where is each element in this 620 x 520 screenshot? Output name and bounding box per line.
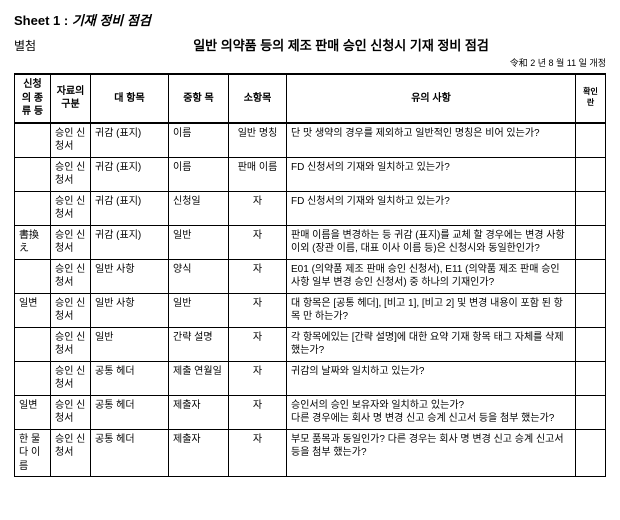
table-row: 일변승인 신청서공통 헤더제출자자승인서의 승인 보유자와 일치하고 있는가?다… xyxy=(15,395,606,429)
table-cell: 제출자 xyxy=(169,429,229,477)
table-cell xyxy=(15,259,51,293)
table-cell xyxy=(576,293,606,327)
col-header: 유의 사항 xyxy=(287,74,576,123)
table-row: 승인 신청서일반 사항양식자E01 (의약품 제조 판매 승인 신청서), E1… xyxy=(15,259,606,293)
table-row: 한 물 다 이름승인 신청서공통 헤더제출자자부모 품목과 동일인가? 다른 경… xyxy=(15,429,606,477)
header-left: 별첨 xyxy=(14,37,36,54)
table-cell xyxy=(576,395,606,429)
table-cell: 자 xyxy=(229,259,287,293)
table-cell: 제출자 xyxy=(169,395,229,429)
table-cell xyxy=(576,157,606,191)
table-cell: 승인 신청서 xyxy=(51,395,91,429)
table-cell: 귀감 (표지) xyxy=(91,157,169,191)
table-cell: 자 xyxy=(229,191,287,225)
table-cell: 일반 사항 xyxy=(91,259,169,293)
page-header: 별첨 일반 의약품 등의 제조 판매 승인 신청시 기재 정비 점검 xyxy=(14,35,606,54)
table-cell: E01 (의약품 제조 판매 승인 신청서), E11 (의약품 제조 판매 승… xyxy=(287,259,576,293)
table-cell: 자 xyxy=(229,293,287,327)
table-cell: 이름 xyxy=(169,123,229,158)
table-cell: 일변 xyxy=(15,293,51,327)
table-cell: 승인 신청서 xyxy=(51,191,91,225)
table-cell: 귀감의 날짜와 일치하고 있는가? xyxy=(287,361,576,395)
col-header: 중항 목 xyxy=(169,74,229,123)
table-cell xyxy=(576,361,606,395)
table-cell xyxy=(576,259,606,293)
table-cell: 귀감 (표지) xyxy=(91,123,169,158)
table-cell: FD 신청서의 기재와 일치하고 있는가? xyxy=(287,157,576,191)
table-cell: 공통 헤더 xyxy=(91,361,169,395)
col-header: 소항목 xyxy=(229,74,287,123)
table-cell: 승인 신청서 xyxy=(51,429,91,477)
table-row: 승인 신청서귀감 (표지)신청일자FD 신청서의 기재와 일치하고 있는가? xyxy=(15,191,606,225)
table-cell xyxy=(576,191,606,225)
table-cell: 승인서의 승인 보유자와 일치하고 있는가?다른 경우에는 회사 명 변경 신고… xyxy=(287,395,576,429)
col-header: 확인 란 xyxy=(576,74,606,123)
table-cell: 일반 xyxy=(169,293,229,327)
table-cell xyxy=(576,123,606,158)
table-cell: 판매 이름을 변경하는 등 귀감 (표지)를 교체 할 경우에는 변경 사항 이… xyxy=(287,225,576,259)
table-cell: 자 xyxy=(229,429,287,477)
table-cell: 귀감 (표지) xyxy=(91,191,169,225)
revision-date: 令和 2 년 8 월 11 일 개정 xyxy=(14,56,606,69)
header-title: 일반 의약품 등의 제조 판매 승인 신청시 기재 정비 점검 xyxy=(36,35,606,54)
table-cell: 자 xyxy=(229,395,287,429)
table-cell: 공통 헤더 xyxy=(91,429,169,477)
table-cell: 승인 신청서 xyxy=(51,123,91,158)
table-cell: 자 xyxy=(229,361,287,395)
sheet-title: 기재 정비 점검 xyxy=(72,13,151,28)
table-cell xyxy=(576,429,606,477)
table-cell: 귀감 (표지) xyxy=(91,225,169,259)
table-row: 승인 신청서귀감 (표지)이름일반 명칭단 맛 생약의 경우를 제외하고 일반적… xyxy=(15,123,606,158)
table-cell: 승인 신청서 xyxy=(51,293,91,327)
table-cell: 양식 xyxy=(169,259,229,293)
col-header: 신청의 종류 등 xyxy=(15,74,51,123)
col-header: 자료의 구분 xyxy=(51,74,91,123)
table-cell xyxy=(576,225,606,259)
table-cell: 승인 신청서 xyxy=(51,157,91,191)
table-cell: 공통 헤더 xyxy=(91,395,169,429)
checklist-table: 신청의 종류 등 자료의 구분 대 항목 중항 목 소항목 유의 사항 확인 란… xyxy=(14,73,606,477)
table-cell: 부모 품목과 동일인가? 다른 경우는 회사 명 변경 신고 승계 신고서 등을… xyxy=(287,429,576,477)
table-cell xyxy=(15,157,51,191)
table-cell: 간략 설명 xyxy=(169,327,229,361)
table-row: 승인 신청서일반간략 설명자각 항목에있는 [간략 설명]에 대한 요약 기재 … xyxy=(15,327,606,361)
table-cell: 한 물 다 이름 xyxy=(15,429,51,477)
table-cell: 이름 xyxy=(169,157,229,191)
table-cell xyxy=(15,123,51,158)
table-cell: 書換え xyxy=(15,225,51,259)
table-cell: 일반 사항 xyxy=(91,293,169,327)
table-cell: 승인 신청서 xyxy=(51,327,91,361)
table-cell: 제출 연월일 xyxy=(169,361,229,395)
table-cell: 대 항목은 [공통 헤더], [비고 1], [비고 2] 및 변경 내용이 포… xyxy=(287,293,576,327)
table-row: 일변승인 신청서일반 사항일반자대 항목은 [공통 헤더], [비고 1], [… xyxy=(15,293,606,327)
table-cell: 승인 신청서 xyxy=(51,259,91,293)
table-cell: 승인 신청서 xyxy=(51,225,91,259)
table-cell: FD 신청서의 기재와 일치하고 있는가? xyxy=(287,191,576,225)
table-row: 승인 신청서귀감 (표지)이름판매 이름FD 신청서의 기재와 일치하고 있는가… xyxy=(15,157,606,191)
table-cell: 일반 xyxy=(91,327,169,361)
col-header: 대 항목 xyxy=(91,74,169,123)
table-cell: 일변 xyxy=(15,395,51,429)
table-cell: 각 항목에있는 [간략 설명]에 대한 요약 기재 항목 태그 자체를 삭제 했… xyxy=(287,327,576,361)
table-row: 승인 신청서공통 헤더제출 연월일자귀감의 날짜와 일치하고 있는가? xyxy=(15,361,606,395)
table-cell: 일반 xyxy=(169,225,229,259)
table-cell: 단 맛 생약의 경우를 제외하고 일반적인 명칭은 비어 있는가? xyxy=(287,123,576,158)
table-row: 書換え승인 신청서귀감 (표지)일반자판매 이름을 변경하는 등 귀감 (표지)… xyxy=(15,225,606,259)
sheet-number: Sheet 1 : xyxy=(14,13,68,28)
table-cell xyxy=(15,361,51,395)
table-header-row: 신청의 종류 등 자료의 구분 대 항목 중항 목 소항목 유의 사항 확인 란 xyxy=(15,74,606,123)
sheet-label: Sheet 1 : 기재 정비 점검 xyxy=(14,10,606,29)
table-cell xyxy=(15,191,51,225)
table-cell: 자 xyxy=(229,327,287,361)
table-cell: 승인 신청서 xyxy=(51,361,91,395)
table-cell: 판매 이름 xyxy=(229,157,287,191)
table-cell: 자 xyxy=(229,225,287,259)
table-cell xyxy=(15,327,51,361)
table-cell xyxy=(576,327,606,361)
table-cell: 일반 명칭 xyxy=(229,123,287,158)
table-cell: 신청일 xyxy=(169,191,229,225)
